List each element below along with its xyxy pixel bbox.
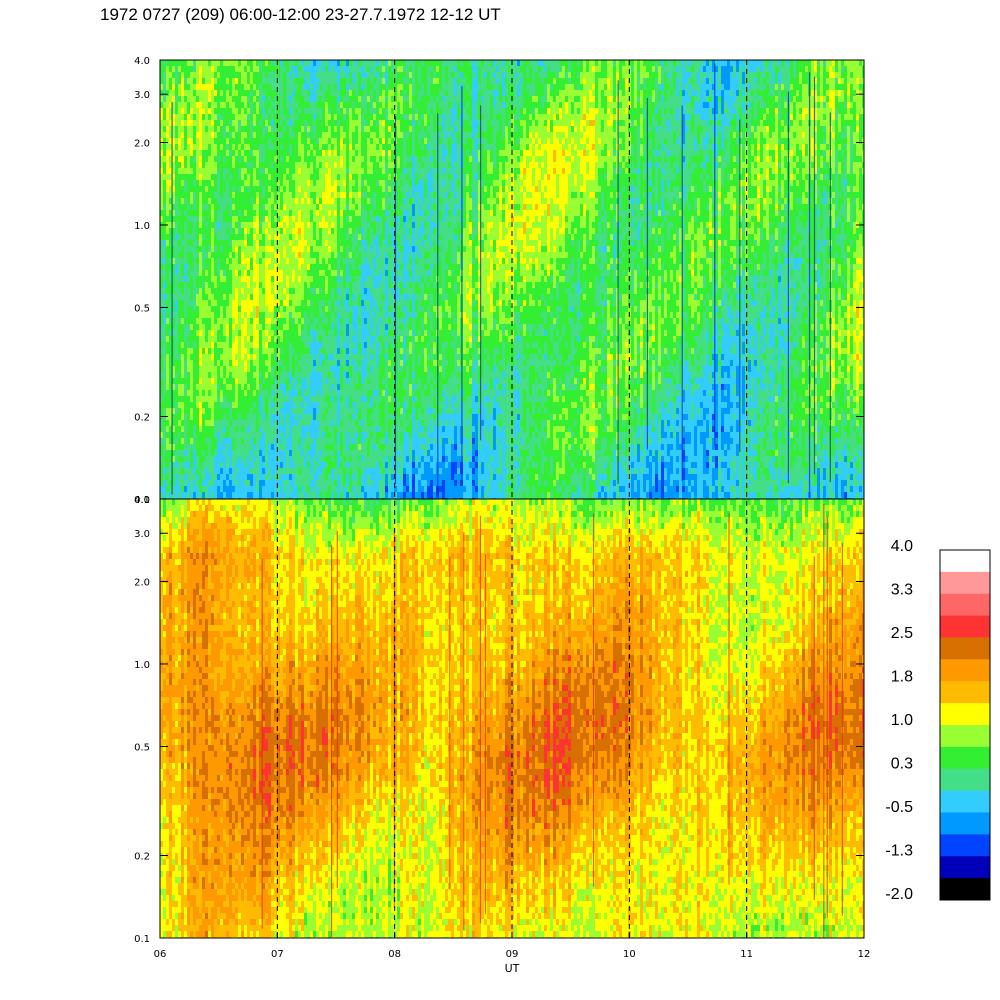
colorbar-tick-label: 2.5	[891, 625, 913, 642]
colorbar-tick-label: -1.3	[885, 843, 913, 860]
x-axis: UT 06 07 08 09 10 11 12	[154, 932, 871, 975]
x-tick-label: 06	[154, 949, 167, 960]
colorbar-swatch	[940, 812, 990, 835]
colorbar-swatch	[940, 856, 990, 879]
y-tick-label: 0.5	[134, 742, 150, 753]
x-tick-label: 07	[271, 949, 284, 960]
x-tick-label: 11	[740, 949, 753, 960]
colorbar-swatch	[940, 550, 990, 573]
y-tick-label: 1.0	[134, 221, 150, 232]
colorbar-tick-label: 1.0	[891, 712, 913, 729]
y-tick-label: 0.5	[134, 303, 150, 314]
colorbar-swatch	[940, 681, 990, 704]
colorbar-swatch	[940, 878, 990, 901]
colorbar-swatch	[940, 637, 990, 660]
colorbar: 4.0 3.3 2.5 1.8 1.0 0.3 -0.5 -1.3 -2.0	[885, 538, 991, 903]
colorbar-swatch	[940, 703, 990, 726]
colorbar-swatch	[940, 571, 990, 595]
colorbar-swatch	[940, 834, 990, 857]
x-axis-label: UT	[505, 962, 520, 975]
colorbar-swatch	[940, 615, 990, 638]
y-tick-label: 4.0	[134, 495, 150, 506]
colorbar-swatch	[940, 593, 990, 617]
colorbar-swatch	[940, 725, 990, 748]
x-tick-label: 08	[388, 949, 401, 960]
hour-dashed-lines	[276, 60, 748, 938]
x-tick-label: 09	[506, 949, 519, 960]
colorbar-swatch	[940, 790, 990, 813]
colorbar-swatch	[940, 768, 990, 792]
y-tick-label: 4.0	[134, 56, 150, 67]
colorbar-swatch	[940, 659, 990, 682]
y-tick-label: 2.0	[134, 577, 150, 588]
x-tick-label: 10	[623, 949, 636, 960]
y-tick-label: 3.0	[134, 90, 150, 101]
y-tick-label: 2.0	[134, 138, 150, 149]
y-tick-label: 1.0	[134, 660, 150, 671]
colorbar-tick-label: 4.0	[891, 538, 913, 555]
colorbar-tick-label: 3.3	[891, 582, 913, 599]
y-tick-label: 0.2	[134, 413, 150, 424]
colorbar-tick-label: -0.5	[885, 799, 913, 816]
colorbar-tick-label: -2.0	[885, 886, 913, 903]
colorbar-tick-label: 0.3	[891, 756, 913, 773]
chart-title: 1972 0727 (209) 06:00-12:00 23-27.7.1972…	[100, 5, 501, 24]
y-tick-label: 3.0	[134, 529, 150, 540]
y-tick-label: 0.1	[134, 495, 150, 506]
colorbar-frame	[939, 549, 991, 901]
colorbar-tick-label: 1.8	[891, 669, 913, 686]
colorbar-swatch	[940, 746, 990, 770]
y-tick-label: 0.1	[134, 934, 150, 945]
y-tick-label: 0.2	[134, 852, 150, 863]
x-tick-label: 12	[858, 949, 871, 960]
lower-spectrogram-panel	[160, 499, 864, 938]
y-axes: 0.10.20.51.02.03.04.00.10.20.51.02.03.04…	[134, 56, 864, 945]
